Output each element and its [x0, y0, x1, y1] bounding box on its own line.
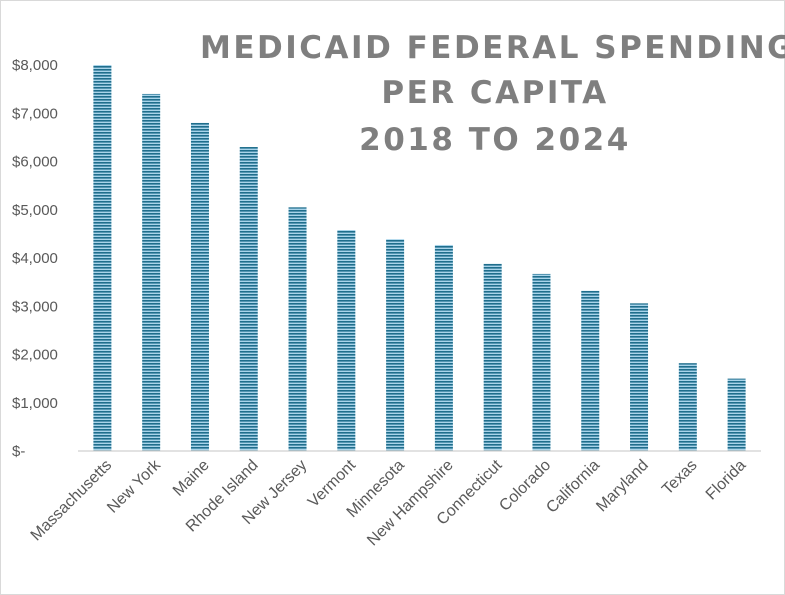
bar-new-hampshire [434, 244, 453, 451]
y-axis-tick-labels: $- $1,000 $2,000 $3,000 $4,000 $5,000 $6,000 $7… [12, 57, 58, 460]
x-tick-label: Florida [703, 457, 750, 504]
bar-texas [678, 363, 697, 451]
y-tick-label: $5,000 [12, 202, 58, 219]
y-tick-label: $6,000 [12, 154, 58, 171]
x-tick-label: Maryland [593, 457, 652, 516]
bar-rhode-island [239, 147, 258, 451]
bar-massachusetts [93, 65, 112, 451]
bars [93, 65, 746, 452]
x-tick-label: Maine [170, 457, 213, 500]
x-tick-label: Massachusetts [28, 457, 115, 544]
y-tick-label: $2,000 [12, 347, 58, 364]
bar-minnesota [386, 239, 405, 451]
y-tick-label: $8,000 [12, 57, 58, 74]
y-tick-label: $1,000 [12, 395, 58, 412]
bar-maryland [630, 303, 649, 451]
x-tick-label: Texas [659, 457, 701, 499]
x-tick-label: New York [104, 456, 165, 517]
bar-colorado [532, 273, 551, 451]
bar-california [581, 290, 600, 451]
chart-title-line-2: PER CAPITA [381, 75, 609, 111]
bar-new-york [142, 93, 161, 451]
y-tick-label: $4,000 [12, 250, 58, 267]
bar-maine [190, 122, 209, 452]
x-tick-label: New Hampshire [364, 457, 457, 550]
chart-title-line-3: 2018 TO 2024 [359, 122, 631, 158]
bar-florida [727, 378, 746, 451]
bar-vermont [337, 230, 356, 451]
bar-connecticut [483, 263, 502, 451]
bar-new-jersey [288, 207, 307, 451]
y-tick-label: $7,000 [12, 105, 58, 122]
y-tick-label: $3,000 [12, 298, 58, 315]
y-tick-label: $- [12, 443, 25, 460]
chart-title-line-1: MEDICAID FEDERAL SPENDING [200, 30, 785, 66]
x-tick-label: California [543, 457, 603, 517]
